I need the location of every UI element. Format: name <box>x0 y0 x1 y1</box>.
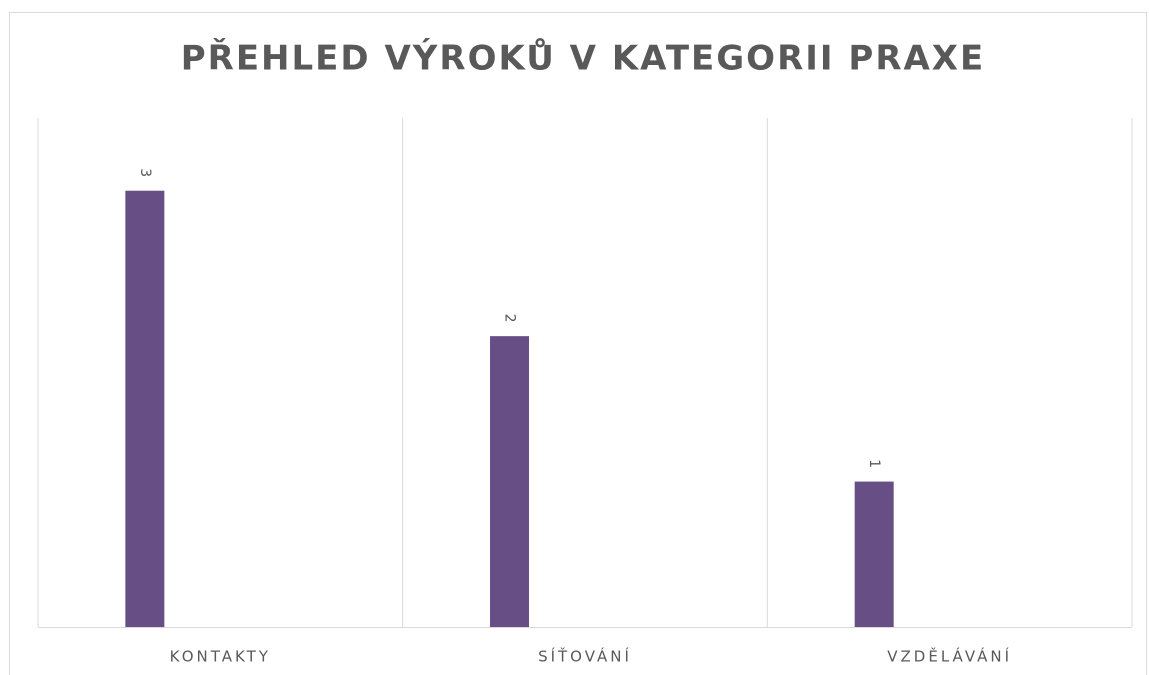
bar <box>490 336 530 627</box>
x-tick-label: SÍŤOVÁNÍ <box>538 647 632 666</box>
data-label: 2 <box>502 314 518 323</box>
data-label: 1 <box>866 459 882 468</box>
chart-title: PŘEHLED VÝROKŮ V KATEGORII PRAXE <box>181 38 986 79</box>
data-label: 3 <box>137 168 153 177</box>
bar <box>125 190 165 627</box>
x-tick-label: KONTAKTY <box>170 648 271 666</box>
x-tick-label: VZDĚLÁVÁNÍ <box>887 647 1012 666</box>
bar <box>854 481 894 627</box>
chart-border <box>9 12 1147 675</box>
